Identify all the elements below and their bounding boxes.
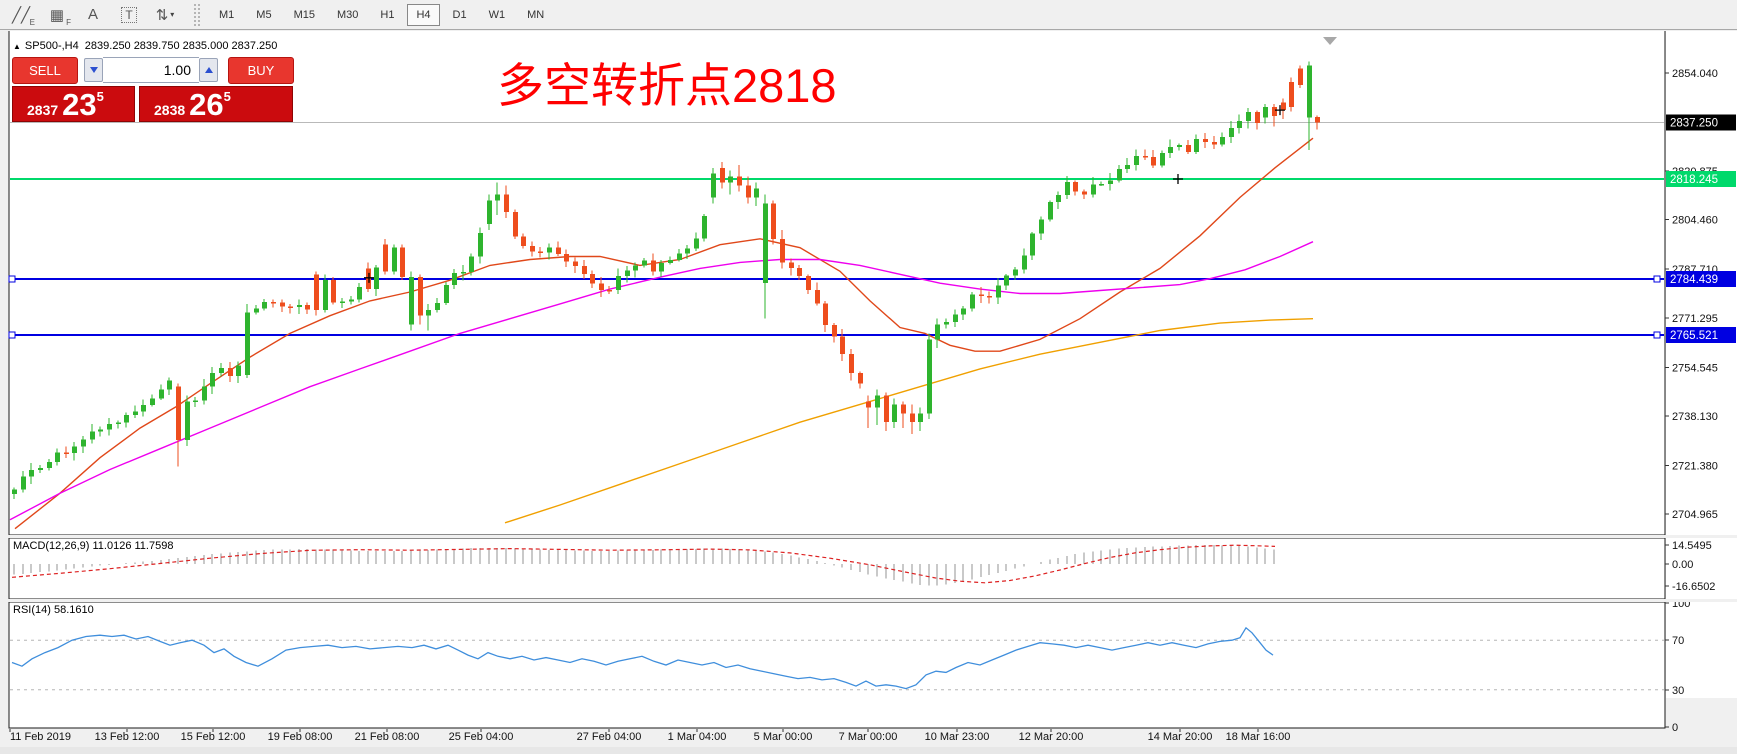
macd-axis-label: 14.5495: [1672, 540, 1712, 552]
price-axis-label: 2854.040: [1672, 68, 1718, 80]
symbol-ohlc-header: ▲ SP500-,H4 2839.250 2839.750 2835.000 2837.…: [13, 40, 278, 52]
symbol-collapse-icon[interactable]: ▲: [13, 42, 21, 51]
blue-level-tag-2: [1666, 326, 1736, 343]
macd-signal-line: [11, 544, 1276, 584]
macd-panel-background: [8, 537, 1666, 600]
timeframe-button-m30[interactable]: M30: [328, 4, 367, 26]
object-anchor-cross: [1173, 174, 1183, 185]
sell-price-pip: 5: [96, 89, 104, 104]
time-axis-label: 10 Mar 23:00: [925, 731, 990, 743]
rsi-axis-label: 30: [1672, 685, 1684, 697]
price-axis-label: 2721.380: [1672, 460, 1718, 472]
rsi-line: [11, 626, 1274, 690]
buy-price-box[interactable]: 2838 26 5: [139, 86, 293, 122]
time-axis-label: 18 Mar 16:00: [1226, 731, 1291, 743]
timeframe-button-d1[interactable]: D1: [444, 4, 476, 26]
time-axis-label: 14 Mar 20:00: [1148, 731, 1213, 743]
object-anchor-cross: [1275, 105, 1285, 116]
timeframe-button-m15[interactable]: M15: [285, 4, 324, 26]
up-arrow-icon: [204, 67, 213, 73]
ma-fast-line: [14, 137, 1314, 530]
timeframe-button-group: M1 M5 M15 M30 H1 H4 D1 W1 MN: [208, 3, 555, 26]
arrow-objects-icon[interactable]: ⇅ ▾: [155, 6, 175, 24]
down-arrow-icon: [89, 67, 98, 73]
line-anchor-square: [1653, 331, 1661, 339]
toolbar-drag-handle[interactable]: [194, 3, 200, 26]
line-anchor-square: [8, 331, 16, 339]
time-axis-label: 15 Feb 12:00: [181, 731, 246, 743]
panel-splitter[interactable]: [0, 535, 1737, 538]
time-axis-label: 13 Feb 12:00: [95, 731, 160, 743]
line-anchor-square: [1653, 275, 1661, 283]
green-level-tag: [1666, 170, 1736, 187]
price-axis-label: 2804.460: [1672, 215, 1718, 227]
text-box-icon[interactable]: T: [114, 3, 144, 27]
current-price-tag: [1666, 114, 1736, 131]
sell-price-main: 23: [62, 86, 97, 122]
equidistant-channel-icon[interactable]: ╱╱ E: [11, 6, 35, 27]
volume-increase-button[interactable]: [199, 58, 218, 82]
text-label-icon[interactable]: A: [87, 6, 98, 23]
time-axis-label: 7 Mar 00:00: [839, 731, 898, 743]
rsi-indicator-label: RSI(14) 58.1610: [13, 604, 94, 616]
timeframe-button-mn[interactable]: MN: [518, 4, 553, 26]
timeframe-button-h1[interactable]: H1: [371, 4, 403, 26]
timeframe-button-h4[interactable]: H4: [407, 3, 440, 26]
one-click-trading-panel: SELL BUY 2837 23 5 2838 26 5: [12, 57, 294, 122]
buy-price-main: 26: [189, 86, 224, 122]
object-anchor-cross: [364, 272, 374, 283]
volume-input[interactable]: [103, 57, 199, 83]
timeframe-button-m5[interactable]: M5: [247, 4, 280, 26]
time-axis-label: 27 Feb 04:00: [577, 731, 642, 743]
time-axis-label: 21 Feb 08:00: [355, 731, 420, 743]
sell-price-box[interactable]: 2837 23 5: [12, 86, 135, 122]
chart-canvas[interactable]: 2854.0402820.8752804.4602787.7102771.295…: [0, 31, 1737, 754]
ma-mid-line: [9, 241, 1314, 521]
time-axis-label: 12 Mar 20:00: [1019, 731, 1084, 743]
time-axis-label: 25 Feb 04:00: [449, 731, 514, 743]
blue-level-tag-1: [1666, 270, 1736, 287]
candles-group: [12, 61, 1320, 500]
line-anchor-square: [8, 275, 16, 283]
fibonacci-grid-icon[interactable]: ▦ F: [49, 6, 71, 27]
macd-histogram-group: [13, 545, 1275, 586]
rsi-panel-background: [8, 601, 1666, 729]
volume-decrease-button[interactable]: [84, 58, 103, 82]
macd-axis-label: -16.6502: [1672, 581, 1715, 593]
macd-indicator-label: MACD(12,26,9) 11.0126 11.7598: [13, 540, 174, 552]
timeframe-button-m1[interactable]: M1: [210, 4, 243, 26]
time-axis-label: 11 Feb 2019: [10, 731, 71, 743]
buy-price-pip: 5: [223, 89, 231, 104]
ma-slow-line: [504, 318, 1314, 524]
svg-text:2818.245: 2818.245: [1670, 174, 1718, 186]
price-axis-column: [1666, 31, 1737, 698]
time-axis-label: 5 Mar 00:00: [754, 731, 813, 743]
sell-button[interactable]: SELL: [12, 57, 78, 84]
timeframe-button-w1[interactable]: W1: [480, 4, 515, 26]
buy-price-prefix: 2838: [154, 101, 186, 118]
buy-button[interactable]: BUY: [228, 57, 294, 84]
top-toolbar: ╱╱ E ▦ F A T ⇅ ▾ M1 M5 M15 M30 H1 H4 D1 W1 MN: [0, 0, 1737, 30]
price-axis-label: 2771.295: [1672, 313, 1718, 325]
price-axis-label: 2704.965: [1672, 509, 1718, 521]
price-axis-label: 2738.130: [1672, 411, 1718, 423]
price-axis-label: 2754.545: [1672, 362, 1718, 374]
macd-axis-label: 0.00: [1672, 559, 1693, 571]
svg-text:2765.521: 2765.521: [1670, 330, 1718, 342]
chart-text-annotation: 多空转折点2818: [497, 59, 837, 112]
sell-price-prefix: 2837: [27, 101, 59, 118]
svg-text:2784.439: 2784.439: [1670, 274, 1718, 286]
time-axis-label: 19 Feb 08:00: [268, 731, 333, 743]
rsi-axis-label: 70: [1672, 635, 1684, 647]
chart-autoscroll-marker: [1323, 37, 1337, 45]
status-strip: [0, 747, 1737, 754]
svg-text:2837.250: 2837.250: [1670, 118, 1718, 130]
time-axis-label: 1 Mar 04:00: [668, 731, 727, 743]
chart-window: 2854.0402820.8752804.4602787.7102771.295…: [0, 31, 1737, 754]
panel-splitter[interactable]: [0, 599, 1737, 602]
rsi-axis-label: 0: [1672, 722, 1678, 734]
